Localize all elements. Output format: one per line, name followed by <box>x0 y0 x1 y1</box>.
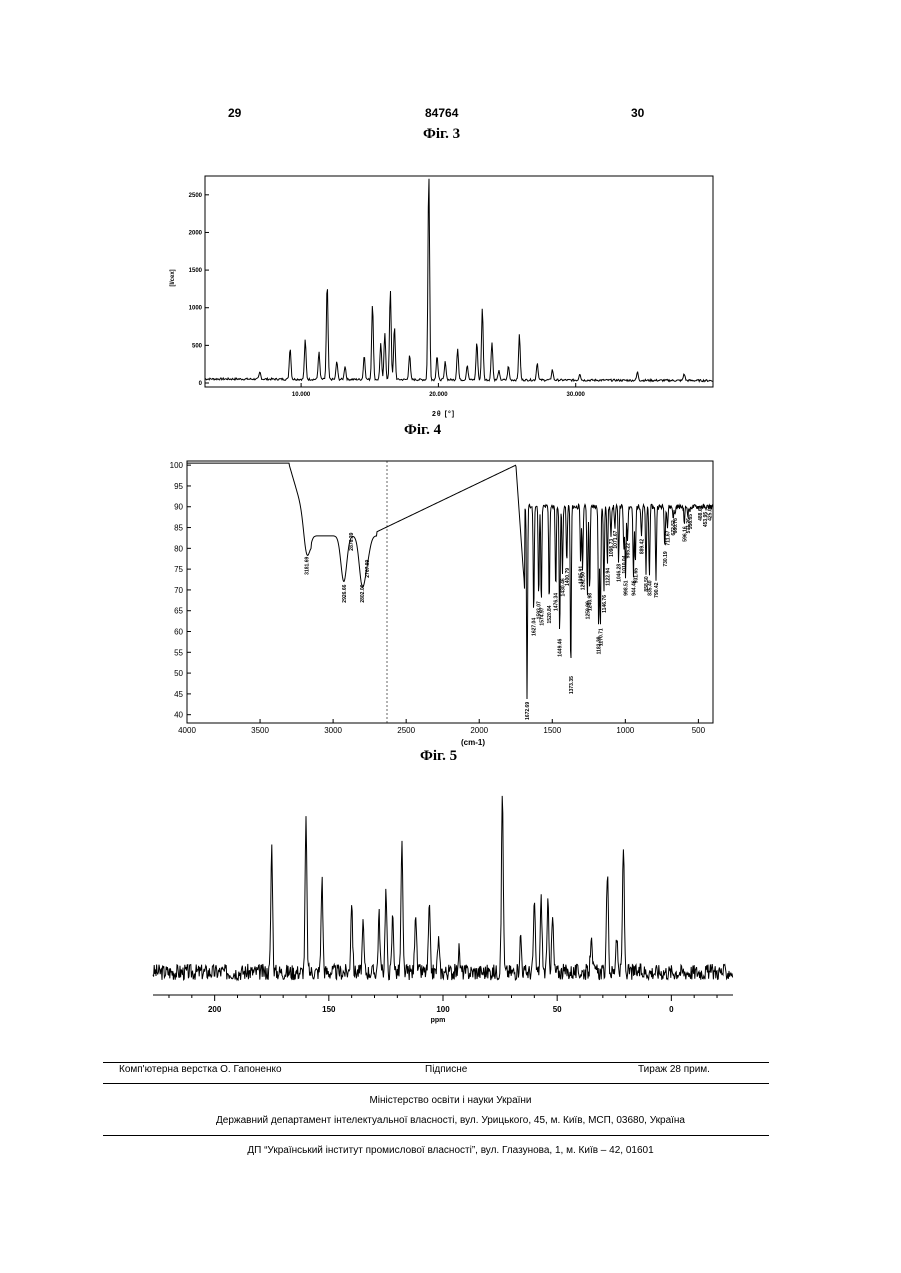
xrd-ytick-label: 500 <box>192 343 203 349</box>
ir-ytick-label: 50 <box>174 669 183 678</box>
ir-band-labels: 3181.69 2926.66 2876.39 2802.06 2767.89 1672.… <box>305 505 714 720</box>
ir-band-label: 425.02 <box>707 505 713 521</box>
xrd-ytick-label: 2500 <box>189 193 203 199</box>
nmr-xtick-label: 50 <box>553 1005 562 1014</box>
ir-xticks: 4000 3500 3000 2500 2000 1500 1000 500 <box>178 719 706 735</box>
ir-band-label: 1243.98 <box>588 593 594 611</box>
ir-ytick-label: 75 <box>174 565 183 574</box>
ir-xtick-label: 2000 <box>470 726 488 735</box>
circulation-info: Тираж 28 прим. <box>638 1064 710 1075</box>
xrd-xtick-label: 10.000 <box>292 392 311 398</box>
xrd-ytick-label: 1000 <box>189 306 203 312</box>
figure-5-label: Фіг. 5 <box>420 748 457 765</box>
ir-band-label: 2767.89 <box>365 559 371 577</box>
nmr-series-line <box>153 796 733 980</box>
ir-chart: 100 95 90 85 80 75 70 65 60 55 50 45 40 4000 3500 3000… <box>160 458 720 750</box>
ir-band-label: 790.42 <box>654 582 660 598</box>
left-page-number: 29 <box>228 106 241 120</box>
ir-band-label: 1574.97 <box>539 607 545 625</box>
department-address: Державний департамент інтелектуальної вл… <box>0 1115 901 1126</box>
xrd-ytick-label: 0 <box>199 381 203 387</box>
footer-rule-1 <box>103 1062 769 1063</box>
ir-band-label: 660.78 <box>673 518 679 534</box>
nmr-xticks: 200 150 100 50 0 <box>169 995 717 1014</box>
ir-band-label: 1449.46 <box>558 638 564 656</box>
xrd-ylabel: [I/cex] <box>170 269 176 286</box>
ir-band-label: 985.22 <box>625 543 631 559</box>
ir-band-label: 2802.06 <box>360 584 366 602</box>
ir-ytick-label: 80 <box>174 544 183 553</box>
ir-band-label: 998.51 <box>624 580 630 596</box>
ir-xtick-label: 3500 <box>251 726 269 735</box>
ir-band-label: 1520.84 <box>547 605 553 623</box>
xrd-ytick-label: 1500 <box>189 268 203 274</box>
ir-ytick-label: 90 <box>174 503 183 512</box>
ir-band-label: 1170.71 <box>598 628 604 646</box>
ir-xtick-label: 500 <box>692 726 706 735</box>
signed-label: Підписне <box>425 1064 467 1075</box>
ir-ytick-label: 95 <box>174 482 183 491</box>
patent-number: 84764 <box>425 106 458 120</box>
ministry-name: Міністерство освіти і науки України <box>0 1095 901 1106</box>
ir-band-label: 1146.76 <box>602 595 608 613</box>
nmr-xtick-label: 150 <box>322 1005 336 1014</box>
ir-band-label: 1476.34 <box>554 593 560 611</box>
ir-xtick-label: 2500 <box>397 726 415 735</box>
ir-band-label: 1400.79 <box>565 568 571 586</box>
nmr-chart: 200 150 100 50 0 ppm <box>148 790 738 1030</box>
ir-band-label: 556.85 <box>688 514 694 530</box>
ir-band-label: 1672.69 <box>525 702 531 720</box>
xrd-xlabel: 2θ [°] <box>432 411 455 418</box>
xrd-yticks: 2500 2000 1500 1000 500 0 <box>189 193 209 387</box>
ir-band-label: 3181.69 <box>305 557 311 575</box>
ir-ytick-label: 70 <box>174 586 183 595</box>
nmr-xtick-label: 0 <box>669 1005 674 1014</box>
ir-ytick-label: 45 <box>174 690 183 699</box>
figure-4-label: Фіг. 4 <box>404 422 441 439</box>
ir-ytick-label: 40 <box>174 711 183 720</box>
figure-3-label: Фіг. 3 <box>423 126 460 143</box>
xrd-frame <box>205 176 713 387</box>
right-page-number: 30 <box>631 106 644 120</box>
ir-band-label: 931.65 <box>633 568 639 584</box>
xrd-xtick-label: 20.000 <box>429 392 448 398</box>
ir-band-label: 730.19 <box>663 551 669 567</box>
ir-band-label: 889.42 <box>639 539 645 555</box>
xrd-ytick-label: 2000 <box>189 230 203 236</box>
ir-xtick-label: 4000 <box>178 726 196 735</box>
ir-band-label: 1627.04 <box>532 618 538 636</box>
xrd-xticks: 10.000 20.000 30.000 <box>292 383 586 398</box>
ir-band-label: 2876.39 <box>349 532 355 550</box>
ir-xlabel: (cm-1) <box>461 738 485 747</box>
ir-ytick-label: 55 <box>174 648 183 657</box>
footer-rule-3 <box>103 1135 769 1136</box>
xrd-series-line <box>205 179 713 382</box>
nmr-xtick-label: 200 <box>208 1005 222 1014</box>
ir-ytick-label: 85 <box>174 524 183 533</box>
typesetting-credit: Комп'ютерна верстка О. Гапоненко <box>119 1064 282 1075</box>
institute-address: ДП “Український інститут промислової вла… <box>0 1145 901 1156</box>
nmr-xlabel: ppm <box>431 1017 446 1024</box>
ir-band-label: 1373.35 <box>569 676 575 694</box>
ir-ytick-label: 65 <box>174 607 183 616</box>
ir-xtick-label: 1000 <box>616 726 634 735</box>
ir-band-label: 835.40 <box>647 580 653 596</box>
ir-band-label: 2926.66 <box>342 584 348 602</box>
ir-band-label: 1292.50 <box>581 572 587 590</box>
ir-ytick-label: 100 <box>170 461 184 470</box>
xrd-chart: [I/cex] 2500 2000 1500 1000 500 0 10.000 20.00… <box>160 168 720 418</box>
ir-yticks: 100 95 90 85 80 75 70 65 60 55 50 45 40 <box>170 461 191 720</box>
ir-xtick-label: 3000 <box>324 726 342 735</box>
ir-band-label: 1071.67 <box>613 530 619 548</box>
xrd-xtick-label: 30.000 <box>567 392 586 398</box>
ir-ytick-label: 60 <box>174 628 183 637</box>
footer-rule-2 <box>103 1083 769 1084</box>
nmr-xtick-label: 100 <box>436 1005 450 1014</box>
ir-band-label: 1122.94 <box>605 568 611 586</box>
ir-xtick-label: 1500 <box>543 726 561 735</box>
